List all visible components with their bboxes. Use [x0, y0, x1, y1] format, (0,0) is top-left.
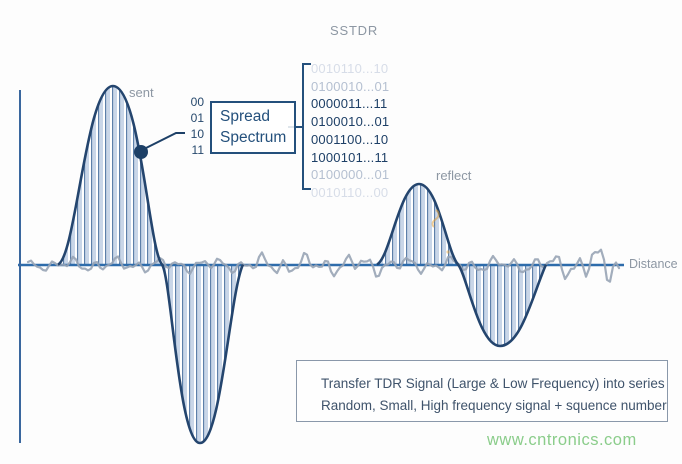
probe-connector-line [145, 132, 185, 149]
sent-wave-outline [57, 84, 245, 445]
code-row: 1000101...11 [311, 149, 389, 165]
sequence-bracket [302, 63, 311, 190]
distance-axis-label: Distance [629, 257, 678, 271]
encoder-input-bits: 00 01 10 11 [182, 94, 204, 158]
input-bits-11: 11 [191, 143, 204, 157]
reflect-wave-label: reflect [436, 168, 472, 183]
code-row: 0000011...11 [311, 96, 388, 112]
spread-spectrum-line1: Spread [220, 108, 270, 126]
spread-spectrum-box: Spread Spectrum [210, 101, 296, 154]
site-watermark: www.cntronics.com [487, 431, 637, 449]
input-bits-00: 00 [190, 95, 204, 109]
probe-dot [134, 145, 148, 159]
reflect-wave-outline [376, 182, 548, 348]
noise-wave [26, 248, 621, 283]
code-row: 0010110...00 [311, 184, 389, 200]
explanation-box: Transfer TDR Signal (Large & Low Frequen… [296, 360, 668, 422]
spread-spectrum-line2: Spectrum [220, 128, 287, 146]
code-sequence-list: 0010110...10 0100010...01 0000011...11 0… [311, 60, 389, 202]
diagram-title: SSTDR [330, 23, 379, 38]
input-bits-01: 01 [190, 111, 204, 125]
code-row: 0100010...01 [311, 78, 390, 94]
code-row: 0100010...01 [311, 114, 390, 130]
code-row: 0100000...01 [311, 167, 390, 183]
orange-mark [431, 209, 440, 228]
input-bits-10: 10 [190, 127, 204, 141]
explanation-line1: Transfer TDR Signal (Large & Low Frequen… [321, 376, 665, 391]
code-row: 0010110...10 [311, 61, 389, 76]
code-row: 0001100...10 [311, 131, 389, 147]
sent-wave-label: sent [129, 85, 154, 100]
explanation-line2: Random, Small, High frequency signal + s… [321, 398, 667, 414]
orange-dot [446, 250, 450, 254]
